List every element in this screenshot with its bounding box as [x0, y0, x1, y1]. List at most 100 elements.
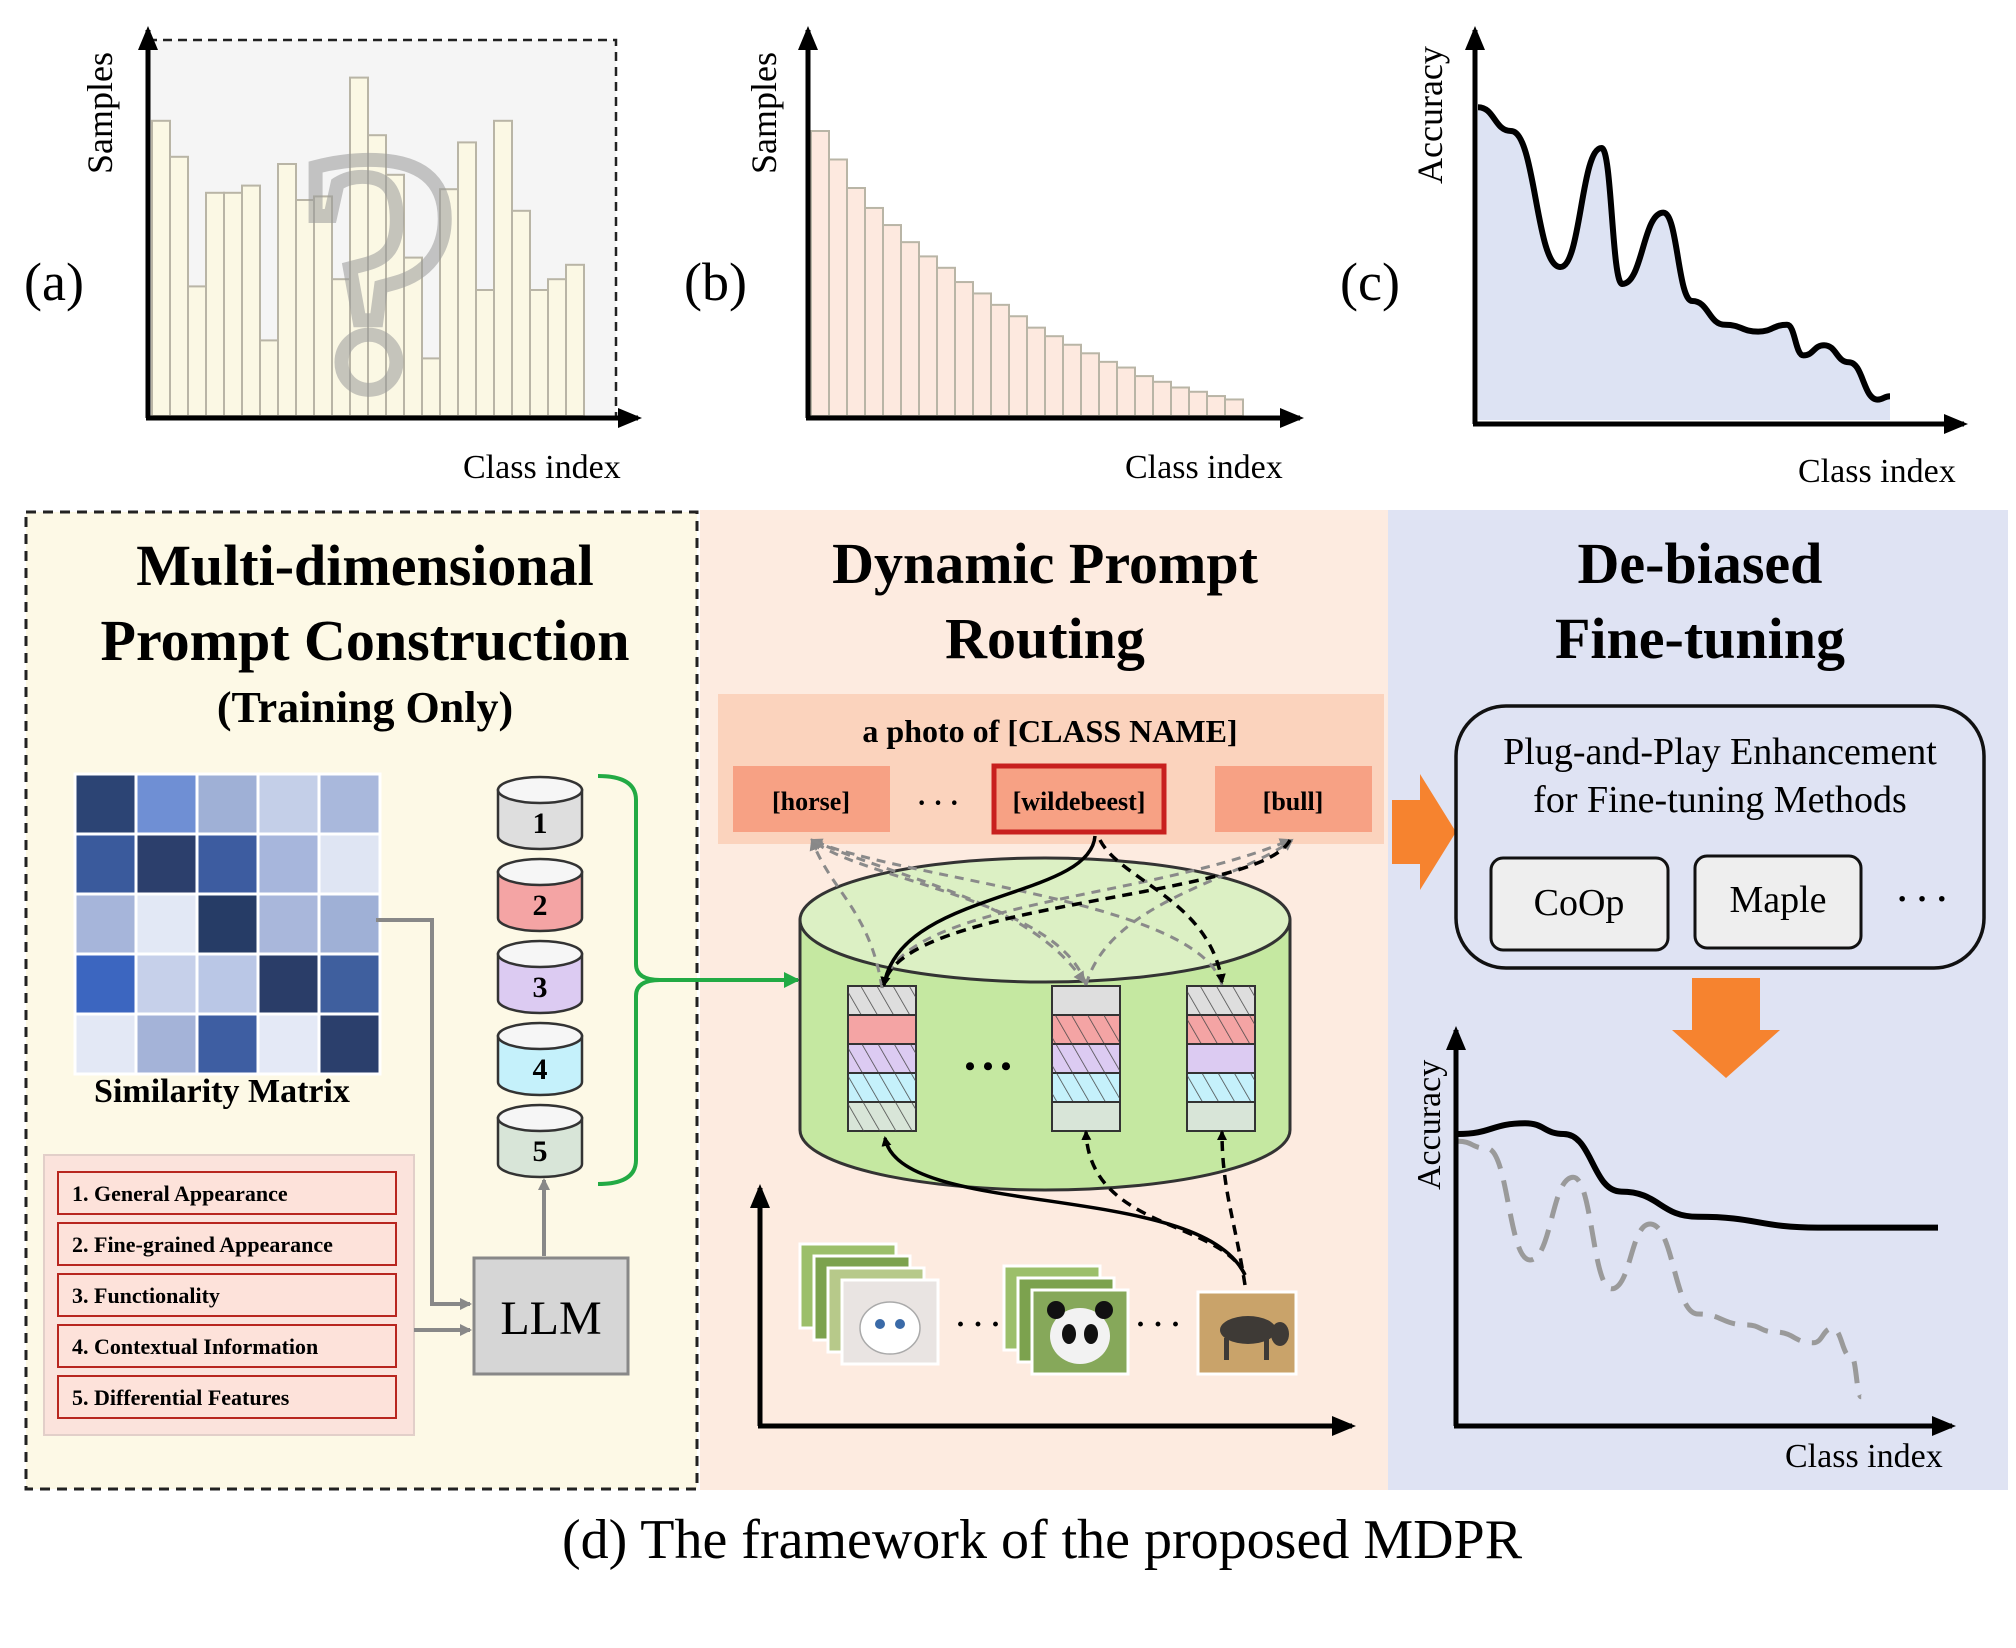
- prompt-cell-hatch: [1187, 986, 1255, 1015]
- class-token-horse: [733, 766, 890, 832]
- chart-a-bar-8: [277, 163, 297, 417]
- prompt-item-3: [57, 1273, 397, 1317]
- chart-b-bar-17: [1098, 360, 1118, 418]
- prompt-columns: [847, 985, 1256, 1132]
- prompt-template-text: a photo of [CLASS NAME]: [862, 713, 1237, 749]
- chart-a-bar-24: [565, 263, 585, 417]
- chart-b-bar-8: [936, 266, 956, 417]
- db-cylinder-top-5: [496, 1103, 584, 1133]
- matrix-cell: [317, 772, 382, 836]
- matrix-cell: [317, 832, 382, 896]
- chart-a-bar-19: [475, 289, 495, 417]
- matrix-cell: [317, 892, 382, 956]
- panda-face-icon: [1050, 1308, 1110, 1364]
- wildebeest-to-column1-arrow: [880, 835, 1097, 987]
- left-title-line1: Multi-dimensional: [136, 533, 594, 598]
- gray-dashed-arrows: [809, 838, 1294, 989]
- image-stacks: [798, 1242, 1298, 1376]
- panda-ear-icon: [1047, 1301, 1065, 1319]
- db-number-5: 5: [533, 1135, 548, 1168]
- chart-b-bar-7: [918, 255, 938, 417]
- panda-eye-icon: [1062, 1324, 1076, 1344]
- prompt-cell-hatch: [1052, 1044, 1120, 1073]
- matrix-to-llm-arrow: [376, 918, 472, 1310]
- prompt-cell: [1186, 1101, 1256, 1132]
- chart-b-bar-15: [1062, 343, 1082, 417]
- middle-title-line1: Dynamic Prompt: [832, 531, 1259, 596]
- prompt-item-2: [57, 1222, 397, 1266]
- prompt-cell-hatch: [848, 1102, 916, 1131]
- matrix-cell: [317, 1012, 382, 1076]
- prompt-cell-hatch: [1052, 1073, 1120, 1102]
- db-cylinder-top-3: [496, 939, 584, 969]
- db-number-3: 3: [533, 971, 548, 1004]
- figure-caption: (d) The framework of the proposed MDPR: [562, 1509, 1523, 1571]
- maple-method-box: [1693, 854, 1863, 950]
- class-token-wildebeest: [991, 763, 1167, 835]
- matrix-cell: [317, 952, 382, 1016]
- prompt-item-5: [57, 1375, 397, 1419]
- matrix-cell: [73, 1012, 138, 1076]
- chart-b-bar-10: [972, 292, 992, 418]
- chart-b-bars: [810, 130, 1244, 418]
- matrix-cell: [195, 952, 260, 1016]
- coop-method-box: [1489, 856, 1670, 952]
- db-number-2: 2: [533, 889, 548, 922]
- coop-method-label: CoOp: [1534, 882, 1625, 924]
- chart-a-bar-5: [223, 191, 243, 417]
- chart-b-bar-12: [1008, 315, 1028, 417]
- db-cylinder-5: [496, 1116, 584, 1179]
- matrix-cell: [195, 892, 260, 956]
- chart-c-panel-label: (c): [1340, 252, 1400, 312]
- chart-a: ? (a) Samples Class index: [24, 26, 642, 486]
- chart-b-bar-14: [1044, 335, 1064, 418]
- chart-b-ylabel: Samples: [744, 52, 784, 174]
- chart-a-bar-22: [529, 289, 549, 417]
- methods-ellipsis: · · ·: [1896, 881, 1947, 918]
- wildebeest-dashed-arrow: [1098, 839, 1226, 984]
- chart-b-bar-6: [900, 241, 920, 417]
- chart-b-bar-11: [990, 303, 1010, 418]
- image-to-column3-arrow: [1217, 1130, 1247, 1286]
- bull-dashed-arrow: [880, 839, 1292, 987]
- images-ellipsis-1: · · ·: [955, 1308, 1000, 1341]
- chart-b-bar-21: [1170, 386, 1190, 417]
- matrix-cell: [134, 772, 199, 836]
- chart-b-bar-2: [828, 158, 848, 417]
- prompt-list: 1. General Appearance 2. Fine-grained App…: [57, 1171, 397, 1419]
- maple-method-label: Maple: [1729, 879, 1826, 921]
- right-section: De-biased Fine-tuning Plug-and-Play Enha…: [1411, 531, 1986, 1475]
- chart-a-xlabel: Class index: [463, 449, 621, 486]
- db-cylinder-top-2: [496, 857, 584, 887]
- chart-a-bar-20: [493, 119, 513, 418]
- chart-b: (b) Samples Class index: [684, 26, 1304, 486]
- middle-section: Dynamic Prompt Routing a photo of [CLASS…: [718, 531, 1384, 1436]
- panda-ear-icon: [1095, 1301, 1113, 1319]
- prompt-cell-hatch: [848, 1073, 916, 1102]
- chart-a-bar-21: [511, 209, 531, 417]
- chart-a-panel-label: (a): [24, 252, 84, 312]
- right-title-line1: De-biased: [1578, 531, 1823, 596]
- wildebeest-leg-icon: [1224, 1338, 1229, 1360]
- matrix-cell: [134, 892, 199, 956]
- prompt-item-label-4: 4. Contextual Information: [72, 1334, 318, 1359]
- middle-title-line2: Routing: [945, 606, 1145, 671]
- matrix-cell: [73, 952, 138, 1016]
- matrix-cell: [134, 832, 199, 896]
- prompt-item-1: [57, 1171, 397, 1215]
- matrix-cell: [73, 772, 138, 836]
- class-token-wildebeest-label: [wildebeest]: [1013, 787, 1146, 816]
- prompt-cell-hatch: [1187, 1073, 1255, 1102]
- matrix-cell: [134, 952, 199, 1016]
- chart-b-xlabel: Class index: [1125, 449, 1283, 486]
- prompt-item-label-3: 3. Functionality: [72, 1283, 220, 1308]
- chart-b-bar-24: [1224, 398, 1244, 418]
- chart-c-area: [1478, 107, 1890, 420]
- chart-b-bar-18: [1116, 366, 1136, 417]
- right-xlabel: Class index: [1785, 1438, 1943, 1475]
- before-accuracy-curve: [1457, 1138, 1864, 1400]
- wildebeest-head-icon: [1271, 1322, 1289, 1346]
- chart-a-bar-1: [151, 119, 171, 418]
- matrix-cell: [256, 772, 321, 836]
- chart-b-bar-1: [810, 130, 830, 417]
